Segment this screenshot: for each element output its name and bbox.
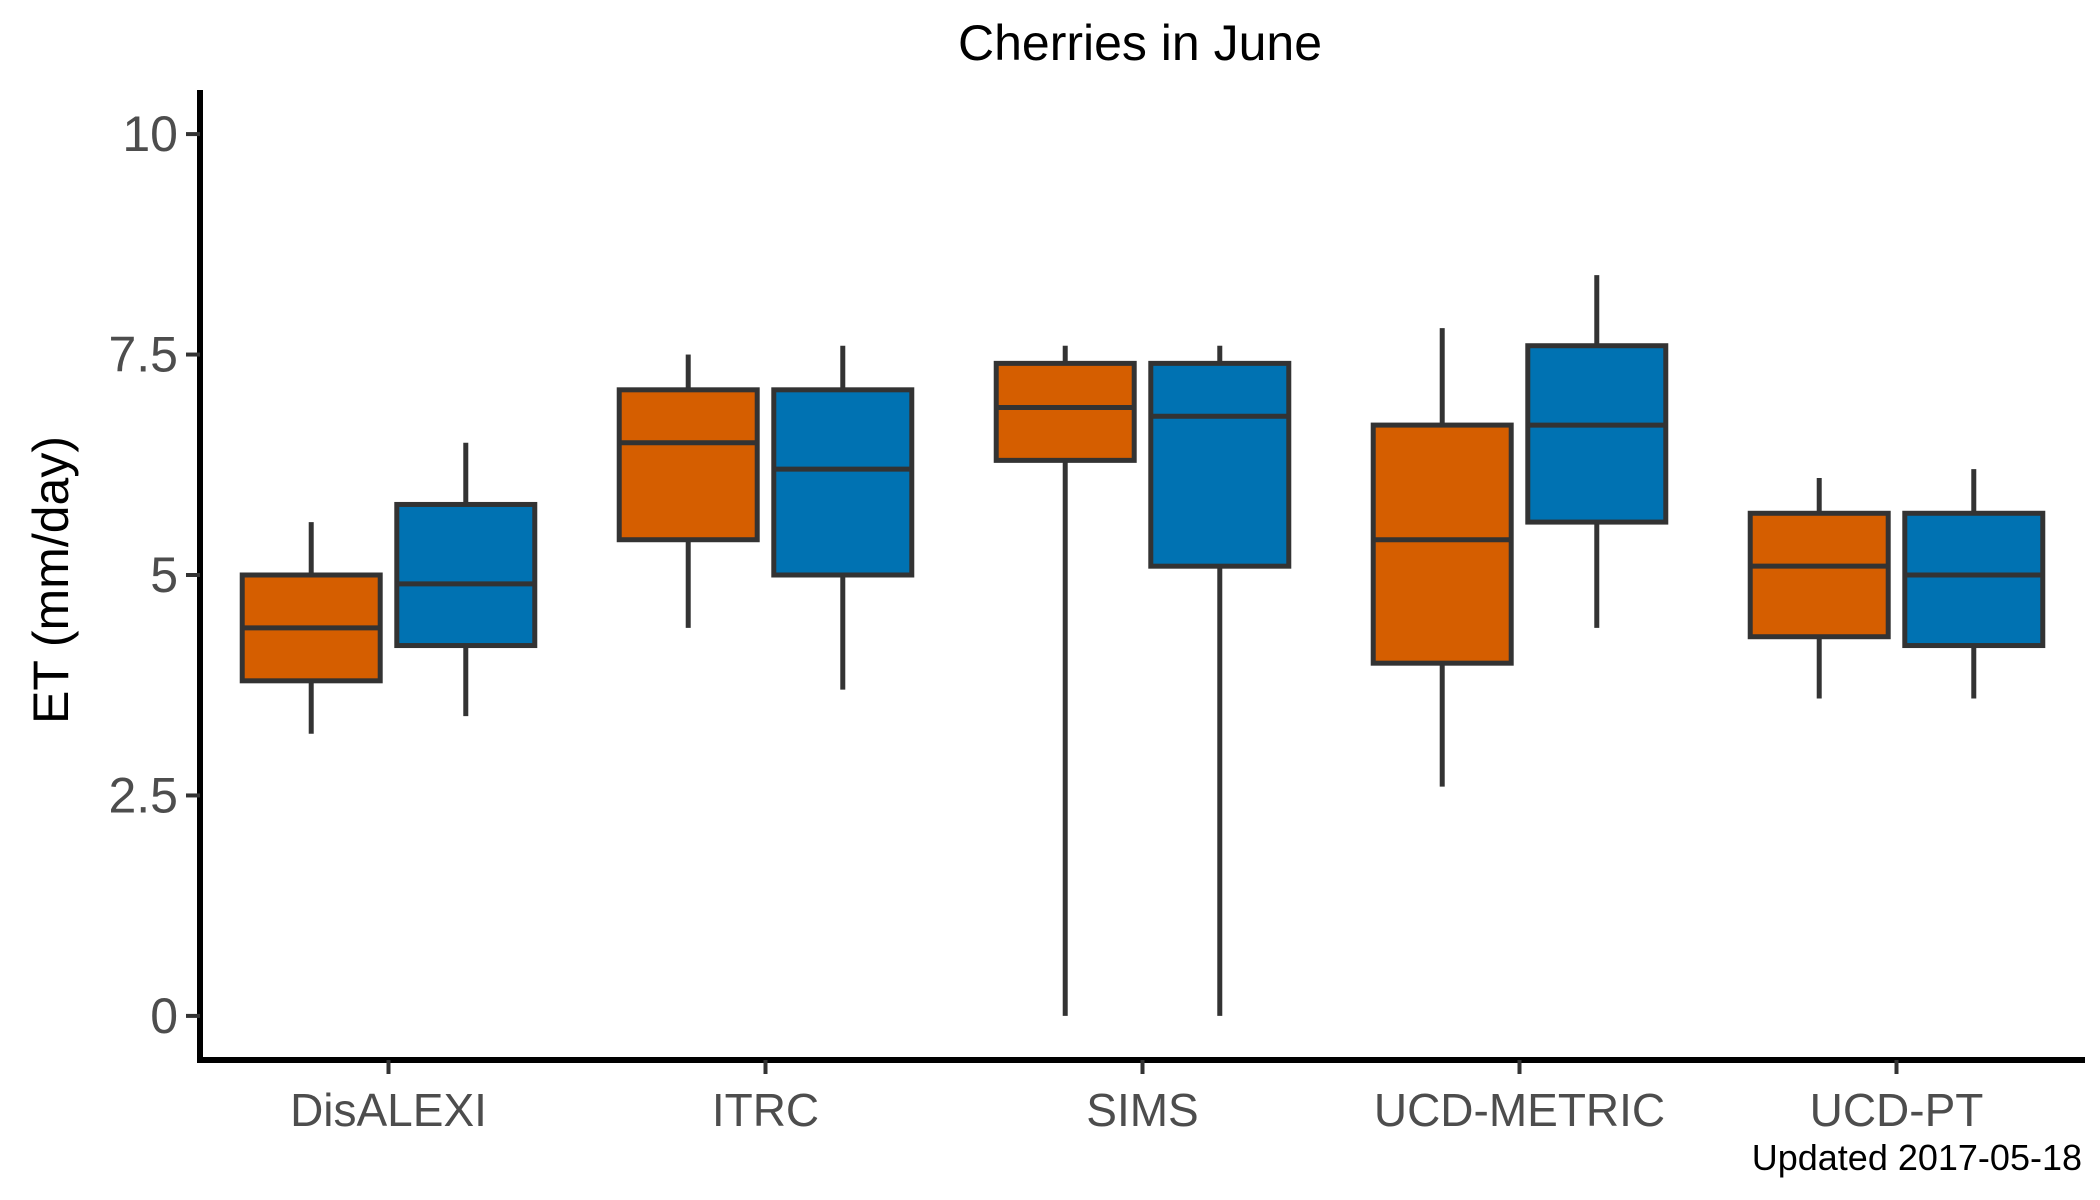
- box-body: [771, 387, 915, 578]
- x-tick-label: UCD-PT: [1810, 1084, 1984, 1136]
- box-body: [1525, 343, 1669, 525]
- box-body: [616, 387, 760, 543]
- plot-area: [239, 275, 2046, 1016]
- x-tick-label: SIMS: [1086, 1084, 1198, 1136]
- x-axis-ticks: DisALEXI ITRC SIMS UCD-METRIC UCD-PT: [290, 1060, 1983, 1136]
- box-blue-sims: [1148, 345, 1292, 1016]
- box-body: [1747, 510, 1891, 640]
- y-tick-label: 2.5: [108, 767, 178, 823]
- box-body: [394, 501, 538, 649]
- x-tick-label: UCD-METRIC: [1374, 1084, 1665, 1136]
- y-tick-label: 5: [150, 547, 178, 603]
- y-axis-ticks: 0 2.5 5 7.5 10: [108, 106, 200, 1044]
- box-body: [1902, 510, 2046, 649]
- box-orange-itrc: [616, 354, 760, 628]
- box-body: [993, 360, 1137, 463]
- updated-caption: Updated 2017-05-18: [1752, 1137, 2082, 1178]
- chart-title: Cherries in June: [958, 15, 1322, 71]
- box-orange-disalexi: [239, 522, 383, 734]
- box-body: [1370, 422, 1514, 666]
- box-body: [1148, 360, 1292, 569]
- y-axis-label: ET (mm/day): [23, 436, 79, 724]
- box-orange-ucd-metric: [1370, 328, 1514, 787]
- x-tick-label: ITRC: [712, 1084, 819, 1136]
- y-tick-label: 10: [122, 106, 178, 162]
- box-orange-ucd-pt: [1747, 478, 1891, 699]
- y-tick-label: 7.5: [108, 327, 178, 383]
- box-blue-disalexi: [394, 442, 538, 717]
- box-blue-itrc: [771, 345, 915, 690]
- box-blue-ucd-metric: [1525, 275, 1669, 628]
- box-blue-ucd-pt: [1902, 469, 2046, 699]
- box-orange-sims: [993, 345, 1137, 1016]
- y-tick-label: 0: [150, 988, 178, 1044]
- x-tick-label: DisALEXI: [290, 1084, 487, 1136]
